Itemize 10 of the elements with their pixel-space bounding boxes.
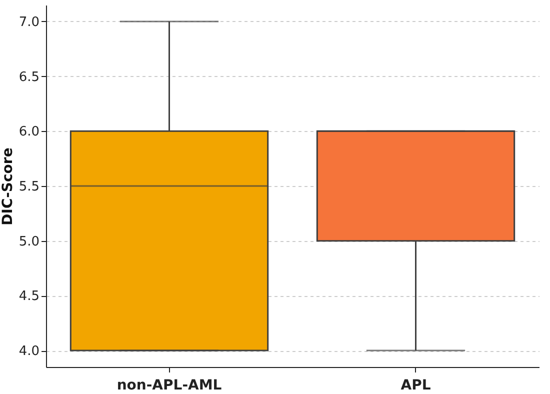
- y-tick-label: 6.0: [18, 124, 40, 140]
- y-tick-label: 4.5: [18, 289, 40, 304]
- y-tick-label: 7.0: [18, 14, 40, 30]
- y-tick-label: 6.5: [18, 70, 40, 85]
- y-tick-label: 5.5: [18, 180, 40, 194]
- y-tick-label: 5.0: [18, 234, 40, 250]
- x-tick-label: APL: [400, 378, 431, 394]
- y-axis-title: DIC-Score: [0, 148, 16, 226]
- y-tick-label: 4.0: [18, 344, 40, 360]
- x-tick-label: non-APL-AML: [116, 378, 222, 394]
